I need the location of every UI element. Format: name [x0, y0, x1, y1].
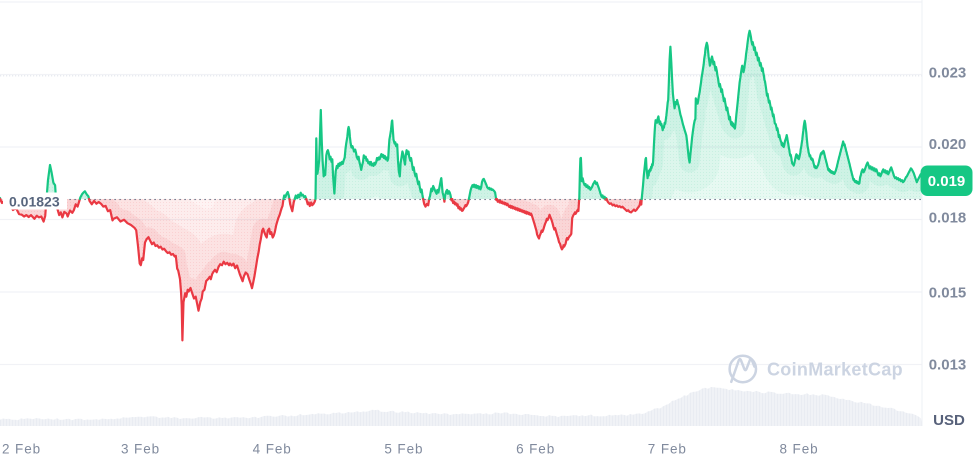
svg-text:0.023: 0.023 — [929, 65, 967, 82]
svg-text:0.018: 0.018 — [929, 210, 967, 227]
svg-text:0.019: 0.019 — [928, 173, 966, 190]
svg-text:0.015: 0.015 — [929, 285, 967, 302]
svg-text:CoinMarketCap: CoinMarketCap — [767, 360, 903, 380]
svg-text:7 Feb: 7 Feb — [648, 442, 687, 457]
svg-text:4 Feb: 4 Feb — [253, 442, 292, 457]
svg-text:2 Feb: 2 Feb — [2, 442, 41, 457]
svg-text:6 Feb: 6 Feb — [516, 442, 555, 457]
svg-text:0.020: 0.020 — [929, 136, 967, 153]
svg-text:0.01823: 0.01823 — [9, 194, 60, 210]
svg-text:USD: USD — [933, 412, 965, 429]
svg-text:5 Feb: 5 Feb — [384, 442, 423, 457]
svg-text:8 Feb: 8 Feb — [779, 442, 818, 457]
svg-text:0.013: 0.013 — [929, 357, 967, 374]
svg-text:3 Feb: 3 Feb — [121, 442, 160, 457]
